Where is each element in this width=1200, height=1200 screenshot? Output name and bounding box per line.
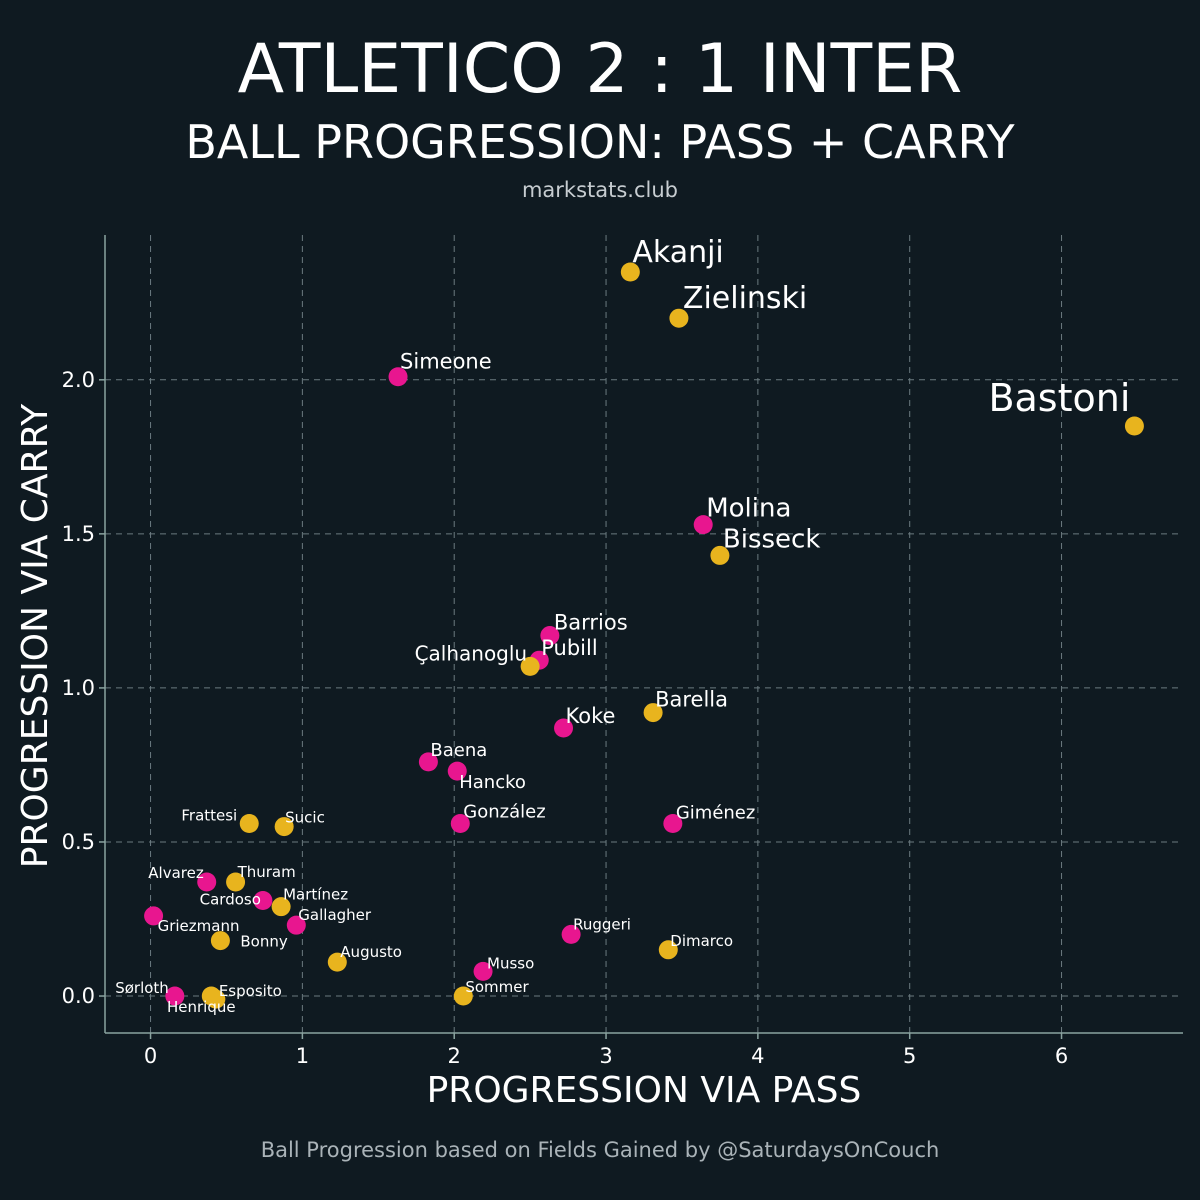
x-tick-label: 2 — [448, 1044, 461, 1068]
data-point — [663, 813, 683, 833]
y-tick-label: 1.0 — [62, 676, 95, 700]
y-tick-label: 0.0 — [62, 984, 95, 1008]
data-point — [271, 897, 291, 917]
data-point — [693, 515, 713, 535]
data-points — [144, 262, 1144, 1009]
data-point — [658, 940, 678, 960]
data-point — [210, 931, 230, 951]
point-label: Gallagher — [298, 906, 372, 924]
data-point — [710, 545, 730, 565]
data-point — [197, 872, 217, 892]
point-label: Cardoso — [200, 891, 261, 909]
grid — [105, 235, 1183, 1033]
data-point — [286, 915, 306, 935]
y-axis-label: PROGRESSION VIA CARRY — [15, 403, 56, 869]
data-point — [620, 262, 640, 282]
point-label: Pubill — [541, 636, 597, 660]
point-label: Thuram — [237, 863, 296, 881]
data-point — [450, 813, 470, 833]
point-label: Bisseck — [723, 524, 821, 554]
x-tick-label: 1 — [296, 1044, 309, 1068]
point-label: Ruggeri — [573, 915, 631, 933]
point-label: Barella — [655, 688, 728, 712]
point-label: Hancko — [459, 772, 526, 793]
point-label: Sucic — [285, 809, 325, 827]
data-point — [1124, 416, 1144, 436]
point-label: Sørloth — [115, 979, 169, 997]
point-label: Esposito — [219, 982, 282, 1000]
chart-footer: Ball Progression based on Fields Gained … — [261, 1138, 940, 1162]
data-point — [540, 626, 560, 646]
point-label: Simeone — [400, 350, 492, 374]
point-label: González — [463, 801, 545, 822]
point-label: Akanji — [632, 235, 723, 270]
data-point — [226, 872, 246, 892]
x-axis-label: PROGRESSION VIA PASS — [427, 1070, 862, 1111]
data-point — [418, 752, 438, 772]
chart-source: markstats.club — [522, 178, 678, 202]
point-label: Griezmann — [158, 917, 240, 935]
data-point — [253, 891, 273, 911]
data-point — [520, 656, 540, 676]
point-label: Henrique — [167, 998, 236, 1016]
data-point — [453, 986, 473, 1006]
data-point — [165, 986, 185, 1006]
data-point — [274, 817, 294, 837]
data-point — [206, 989, 226, 1009]
y-tick-label: 2.0 — [62, 368, 95, 392]
point-label: Martínez — [283, 886, 348, 904]
point-label: Koke — [566, 704, 616, 728]
point-label: Alvarez — [148, 864, 204, 882]
axes: 0 1 2 3 4 5 6 0.0 0.5 1.0 1.5 2.0 — [62, 235, 1183, 1068]
point-label: Frattesi — [181, 806, 237, 824]
data-point — [327, 952, 347, 972]
point-label: Dimarco — [670, 932, 733, 950]
data-point — [669, 308, 689, 328]
point-label: Sommer — [465, 978, 529, 996]
point-label: Augusto — [340, 943, 402, 961]
point-label: Bastoni — [988, 376, 1130, 420]
x-tick-label: 6 — [1055, 1044, 1068, 1068]
point-label: Giménez — [676, 802, 756, 823]
point-label: Zielinski — [683, 281, 807, 316]
point-label: Bonny — [240, 933, 287, 951]
x-tick-label: 5 — [903, 1044, 916, 1068]
y-tick-label: 1.5 — [62, 522, 95, 546]
data-point — [561, 924, 581, 944]
data-point — [473, 961, 493, 981]
chart-subtitle: BALL PROGRESSION: PASS + CARRY — [185, 115, 1015, 169]
y-tick-label: 0.5 — [62, 830, 95, 854]
data-point — [643, 703, 663, 723]
point-label: Baena — [430, 740, 487, 761]
chart-title: ATLETICO 2 : 1 INTER — [238, 30, 963, 109]
data-point — [144, 906, 164, 926]
x-tick-label: 4 — [751, 1044, 764, 1068]
data-point — [239, 813, 259, 833]
point-label: Molina — [706, 494, 791, 524]
x-tick-label: 3 — [599, 1044, 612, 1068]
data-point — [388, 367, 408, 387]
x-tick-label: 0 — [144, 1044, 157, 1068]
data-point — [447, 761, 467, 781]
point-label: Barrios — [554, 611, 628, 635]
point-label: Musso — [487, 954, 534, 972]
point-label: Çalhanoglu — [415, 641, 528, 665]
data-point — [554, 718, 574, 738]
